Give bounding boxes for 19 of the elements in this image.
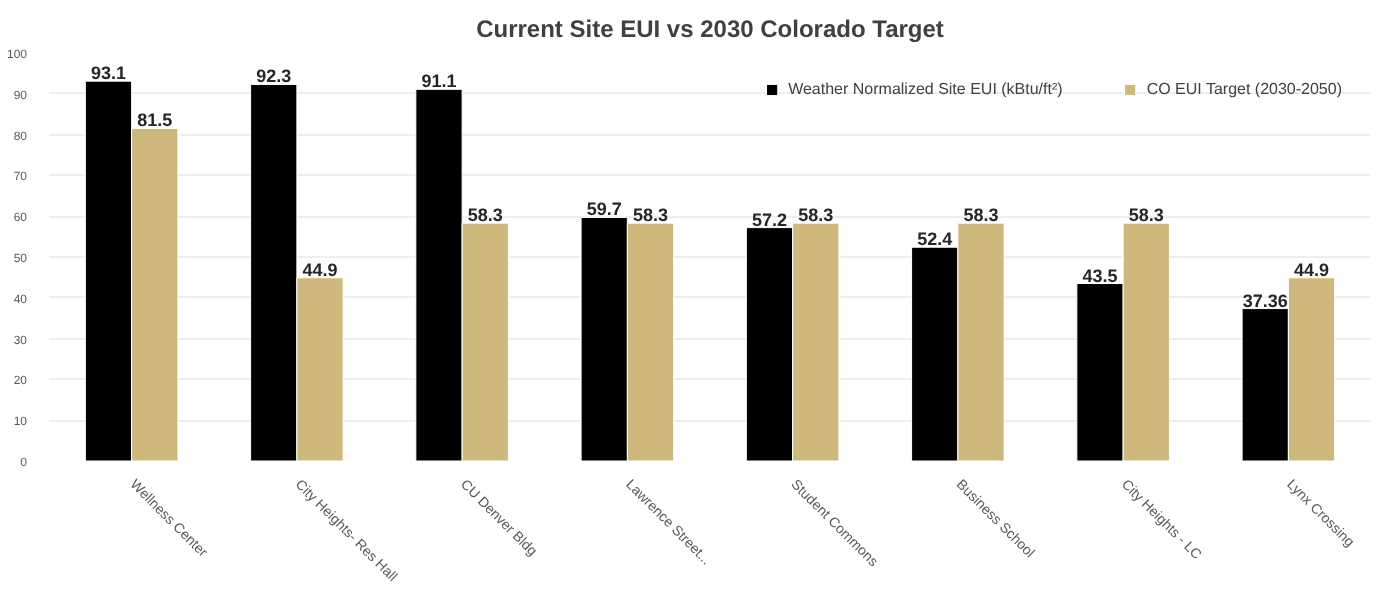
data-label: 91.1 xyxy=(421,71,457,92)
data-label: 58.3 xyxy=(798,205,834,226)
data-label: 58.3 xyxy=(467,205,503,226)
data-label: 57.2 xyxy=(751,209,788,230)
data-label: 44.9 xyxy=(1293,259,1330,280)
data-label: 43.5 xyxy=(1082,265,1118,286)
data-label: 92.3 xyxy=(256,66,292,87)
data-label: 59.7 xyxy=(586,199,622,220)
data-label: 37.36 xyxy=(1242,290,1288,311)
data-label: 93.1 xyxy=(90,63,127,84)
data-label: 58.3 xyxy=(1128,205,1164,226)
legend-label: CO EUI Target (2030-2050) xyxy=(1146,80,1342,98)
data-label: 52.4 xyxy=(917,229,953,250)
chart-title: Current Site EUI vs 2030 Colorado Target xyxy=(476,15,944,43)
legend-label: Weather Normalized Site EUI (kBtu/ft²) xyxy=(788,80,1063,98)
data-label: 81.5 xyxy=(137,110,173,131)
data-label: 58.3 xyxy=(963,205,999,226)
data-label: 58.3 xyxy=(632,205,669,226)
data-label: 44.9 xyxy=(302,259,338,280)
